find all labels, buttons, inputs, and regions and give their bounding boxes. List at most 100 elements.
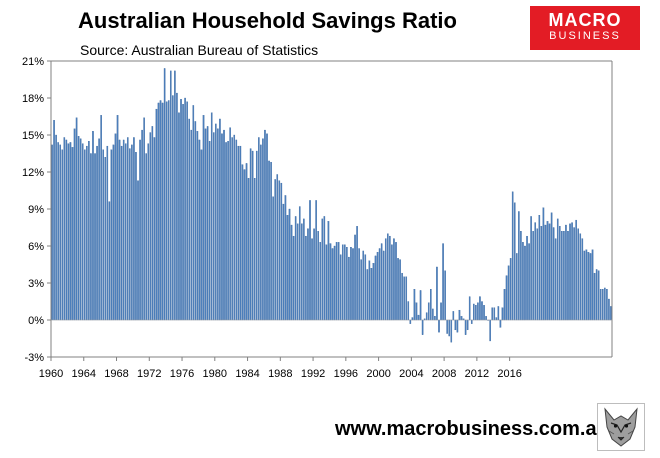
x-tick-label: 1972 (137, 368, 161, 380)
bar (184, 97, 186, 321)
x-tick-label: 2000 (366, 368, 390, 380)
bar (395, 242, 397, 321)
bar (149, 132, 152, 321)
bar (270, 161, 272, 321)
bar (499, 319, 502, 328)
bar (94, 153, 96, 321)
bar (599, 289, 602, 321)
bar (280, 182, 283, 321)
bar (129, 148, 131, 321)
bar (241, 164, 244, 321)
bar (104, 157, 107, 321)
bar (192, 105, 195, 321)
bar (421, 319, 424, 335)
bar (309, 200, 311, 321)
x-tick-label: 1996 (334, 368, 358, 380)
bar (495, 317, 498, 321)
bar (98, 138, 100, 321)
bar (88, 141, 90, 321)
bar (466, 319, 469, 331)
bar (202, 115, 205, 321)
bar (272, 196, 274, 321)
bar (460, 316, 463, 321)
y-tick-label: 12% (22, 167, 44, 179)
bar (249, 148, 252, 321)
bar (544, 224, 547, 321)
bar (405, 276, 408, 321)
bar (323, 216, 326, 321)
footer-url: www.macrobusiness.com.au (335, 418, 609, 440)
x-tick-label: 1992 (301, 368, 325, 380)
bar (120, 145, 123, 321)
bar (399, 259, 401, 321)
bar (288, 208, 291, 321)
bar (530, 216, 532, 321)
bar (329, 243, 332, 321)
bar (579, 233, 582, 321)
bar (167, 100, 170, 321)
bar (497, 306, 500, 321)
bar (153, 137, 156, 321)
bar (370, 268, 373, 321)
bar (473, 303, 475, 321)
bar (67, 143, 70, 321)
bar (540, 226, 543, 321)
bar (534, 222, 537, 321)
bar (552, 227, 555, 321)
bar (397, 258, 399, 321)
bar (401, 272, 403, 321)
bar (606, 289, 608, 321)
bar (348, 256, 350, 321)
bar (358, 248, 360, 321)
bar (258, 137, 260, 321)
bar (313, 228, 315, 321)
bar (610, 306, 612, 321)
bar (352, 248, 354, 321)
x-tick-label: 1976 (170, 368, 194, 380)
logo-line1: MACRO (548, 10, 622, 30)
bar (296, 223, 299, 321)
x-axis: 1960 1964 1968 1972 1976 1980 1984 1988 1992 1996… (39, 357, 522, 380)
bar (595, 269, 598, 321)
bar (116, 115, 119, 321)
y-tick-label: 6% (28, 241, 44, 253)
bar (157, 102, 160, 321)
bar (219, 118, 221, 321)
bar (350, 247, 352, 321)
bar (479, 296, 481, 321)
bar (536, 228, 539, 321)
bar (575, 219, 577, 321)
y-tick-label: 0% (28, 315, 44, 327)
x-tick-label: 2016 (497, 368, 521, 380)
y-tick-label: 15% (22, 130, 44, 142)
bar (69, 142, 72, 321)
bar (491, 307, 494, 321)
bar (96, 145, 98, 321)
bar (341, 244, 344, 321)
bar (483, 305, 485, 321)
bar (311, 238, 313, 321)
bar (372, 263, 375, 321)
bar (303, 218, 305, 321)
bar (440, 302, 442, 321)
bar (419, 290, 422, 321)
bar (251, 150, 254, 321)
bar (196, 131, 199, 321)
bar (233, 134, 236, 321)
bar (284, 195, 287, 321)
x-tick-label: 2008 (432, 368, 456, 380)
bar (159, 100, 162, 321)
bar (264, 129, 266, 321)
bar (503, 289, 506, 321)
bar (573, 227, 575, 321)
bar (165, 101, 168, 321)
chart-title: Australian Household Savings Ratio (78, 8, 457, 33)
bar (286, 215, 289, 321)
bar (577, 228, 580, 321)
bar (143, 117, 145, 321)
bar (247, 178, 250, 321)
bar (354, 234, 356, 321)
macrobusiness-logo: MACRO BUSINESS (530, 6, 640, 50)
bar (71, 147, 74, 321)
bar (485, 316, 487, 321)
